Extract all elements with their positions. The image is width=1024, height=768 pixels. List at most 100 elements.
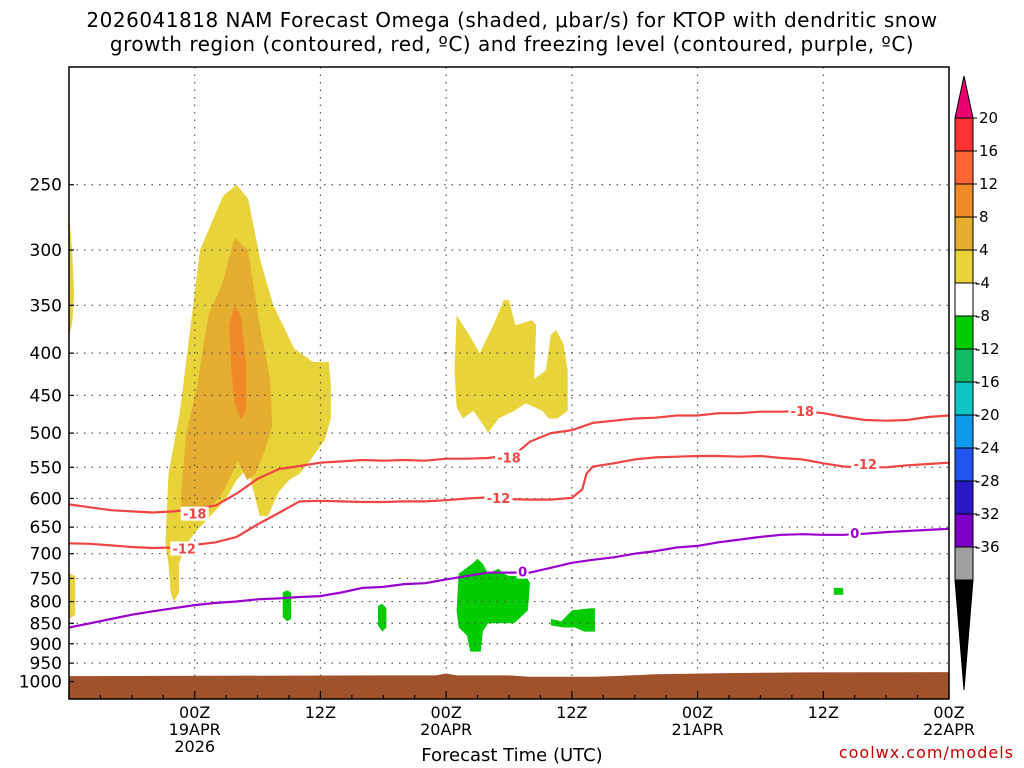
x-tick-label-30-1: 20APR — [420, 720, 472, 739]
y-tick-label-850: 850 — [30, 614, 62, 634]
colorbar-segment-4 — [954, 249, 974, 284]
colorbar-segment-11 — [954, 480, 974, 515]
omega-region-4 — [229, 305, 246, 419]
x-tick-label-6-0: 00Z — [179, 703, 210, 722]
contour-label-4: -18 — [788, 403, 817, 420]
y-tick-label-700: 700 — [30, 545, 62, 565]
contour-label-0: -18 — [180, 506, 209, 523]
colorbar-segment-2 — [954, 183, 974, 218]
colorbar-segment-9 — [954, 414, 974, 449]
colorbar-segment-13 — [954, 546, 974, 581]
omega-region-1 — [69, 573, 76, 619]
contour-label-bg — [484, 490, 513, 505]
contour-labels: -18 -12 -18 -12 -18 -12 0 0 — [170, 403, 880, 581]
colorbar-segment-10 — [954, 447, 974, 482]
colorbar-label-3: 8 — [979, 208, 989, 226]
x-tick-label-6-1: 19APR — [169, 720, 221, 739]
contour-label-text: -12 — [487, 492, 511, 507]
y-axis: 2503003504004505005506006507007508008509… — [19, 176, 74, 693]
colorbar-label-7: -12 — [975, 340, 1000, 358]
colorbar-label-2: 12 — [979, 175, 998, 193]
x-tick-label-18-0: 12Z — [305, 703, 336, 722]
colorbar-segment-8 — [954, 381, 974, 416]
y-tick-label-500: 500 — [30, 424, 62, 444]
x-tick-label-6-2: 2026 — [174, 737, 215, 756]
colorbar-label-4: 4 — [979, 241, 989, 259]
colorbar-segment-3 — [954, 216, 974, 251]
colorbar-label-0: 20 — [979, 109, 998, 127]
colorbar: 20 16 12 8 4 -4 -8 -12 -16 -20 -24 -28 -32 -36 — [954, 75, 1000, 691]
y-tick-label-550: 550 — [30, 458, 62, 478]
contour-label-bg — [851, 457, 880, 472]
contour-line--18 — [69, 409, 949, 514]
grid — [69, 67, 949, 699]
omega-region-6 — [456, 558, 530, 652]
colorbar-label-8: -16 — [975, 373, 1000, 391]
colorbar-label-11: -28 — [975, 472, 1000, 490]
y-tick-label-900: 900 — [30, 635, 62, 655]
x-axis-title: Forecast Time (UTC) — [421, 745, 603, 766]
omega-region-0 — [69, 212, 75, 335]
omega-region-9 — [550, 608, 595, 632]
colorbar-label-5: -4 — [975, 274, 990, 292]
contour-label-3: -12 — [484, 490, 513, 507]
omega-region-7 — [282, 590, 292, 622]
x-tick-label-42-0: 12Z — [556, 703, 587, 722]
ground-layer — [69, 672, 949, 699]
y-tick-label-250: 250 — [30, 176, 62, 196]
y-tick-label-1000: 1000 — [19, 673, 62, 693]
contour-label-text: -18 — [183, 508, 207, 523]
contour-label-7: 0 — [848, 526, 861, 542]
colorbar-label-12: -32 — [975, 505, 1000, 523]
contour-label-bg — [788, 403, 817, 418]
omega-region-8 — [378, 603, 387, 632]
contour-label-1: -12 — [170, 541, 199, 558]
colorbar-label-10: -24 — [975, 439, 1000, 457]
colorbar-label-13: -36 — [975, 538, 1000, 556]
y-tick-label-950: 950 — [30, 654, 62, 674]
chart-title: 2026041818 NAM Forecast Omega (shaded, μ… — [0, 8, 1024, 56]
colorbar-bottom-arrow — [954, 579, 974, 691]
contour-label-5: -12 — [851, 457, 880, 473]
x-tick-label-54-0: 00Z — [682, 703, 713, 722]
x-tick-label-30-0: 00Z — [430, 703, 461, 722]
contour-label-text: -18 — [791, 405, 815, 420]
omega-region-5 — [454, 300, 568, 434]
contour-label-bg — [516, 564, 529, 579]
contour-label-text: 0 — [518, 566, 527, 581]
omega-region-10 — [833, 587, 844, 595]
y-tick-label-300: 300 — [30, 241, 62, 261]
contour-label-bg — [180, 506, 209, 521]
contour-label-6: 0 — [516, 564, 529, 581]
y-tick-label-400: 400 — [30, 344, 62, 364]
site-credit: coolwx.com/models — [838, 743, 1014, 762]
colorbar-segment-6 — [954, 315, 974, 350]
colorbar-top-arrow — [954, 75, 974, 119]
y-tick-label-450: 450 — [30, 386, 62, 406]
contour-label-text: 0 — [850, 527, 859, 542]
colorbar-label-1: 16 — [979, 142, 998, 160]
colorbar-label-6: -8 — [975, 307, 990, 325]
contour-label-text: -12 — [172, 543, 196, 558]
chart-title-line-1: 2026041818 NAM Forecast Omega (shaded, μ… — [86, 8, 938, 32]
y-tick-label-800: 800 — [30, 593, 62, 613]
contour-label-bg — [495, 450, 523, 465]
colorbar-segment-5 — [954, 282, 974, 317]
contour-label-bg — [848, 526, 861, 541]
y-tick-label-650: 650 — [30, 518, 62, 538]
omega-region-3 — [181, 237, 273, 522]
chart-title-line-2: growth region (contoured, red, ºC) and f… — [109, 32, 915, 56]
x-tick-label-78-0: 00Z — [933, 703, 964, 722]
colorbar-segment-12 — [954, 513, 974, 548]
colorbar-segment-7 — [954, 348, 974, 383]
colorbar-segment-1 — [954, 150, 974, 185]
x-tick-label-66-0: 12Z — [808, 703, 839, 722]
y-tick-label-600: 600 — [30, 489, 62, 509]
contour-label-bg — [170, 541, 199, 556]
ground-surface — [69, 672, 949, 699]
colorbar-segment-0 — [954, 117, 974, 152]
y-tick-label-350: 350 — [30, 296, 62, 316]
contour-label-text: -18 — [497, 451, 521, 466]
